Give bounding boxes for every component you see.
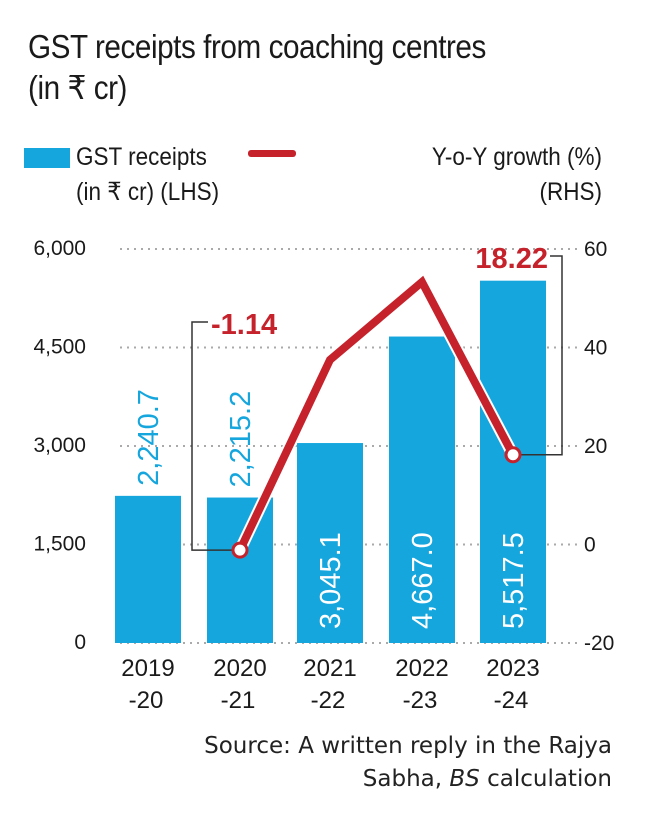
source-line1: Source: A written reply in the Rajya [204, 733, 612, 759]
right-tick-label: 60 [584, 238, 607, 261]
growth-line-path [236, 275, 517, 552]
legend-line-label-line1: Y-o-Y growth (%) [431, 143, 602, 171]
right-tick-label: 0 [584, 534, 596, 557]
bar [115, 495, 181, 643]
growth-point-marker [504, 446, 522, 464]
source-prefix: Sabha, [362, 766, 450, 792]
bar-value-label: 3,045.1 [315, 532, 347, 629]
source-suffix: calculation [479, 766, 612, 792]
bar-value-label: 4,667.0 [407, 532, 439, 629]
callout-leader [191, 321, 240, 551]
chart-title: GST receipts from coaching centres (in ₹… [28, 26, 486, 108]
legend-line-label: Y-o-Y growth (%) (RHS) [332, 140, 602, 210]
legend-bar-swatch [24, 148, 70, 168]
legend-line-swatch [248, 150, 296, 157]
right-tick-label: 20 [584, 435, 607, 458]
x-tick-label-suffix: -23 [403, 687, 438, 714]
growth-point-marker [231, 541, 249, 559]
bar [297, 443, 363, 643]
x-tick-label-suffix: -21 [221, 687, 256, 714]
legend-line-label-line2: (RHS) [539, 178, 602, 206]
x-tick-label-suffix: -22 [311, 687, 346, 714]
left-tick-label: 3,000 [33, 434, 86, 457]
source-note: Source: A written reply in the Rajya Sab… [112, 730, 612, 796]
right-axis-ticks: -20 0 20 40 60 [584, 238, 614, 655]
callout-label: 18.22 [475, 243, 548, 275]
bar [207, 497, 273, 643]
callout-label: -1.14 [211, 309, 277, 341]
chart-title-line1: GST receipts from coaching centres [28, 28, 486, 65]
legend-bar-label-line2: (in ₹ cr) (LHS) [76, 178, 220, 206]
bars: 2,240.7 2,215.2 3,045.1 4,667.0 5,517.5 [115, 280, 546, 643]
left-tick-label: 0 [74, 631, 86, 654]
x-tick-label-suffix: -20 [129, 687, 164, 714]
callouts: -1.14 18.22 [191, 243, 563, 551]
x-tick-label-year: 2021 [303, 655, 356, 682]
x-tick-label-year: 2019 [121, 655, 174, 682]
right-tick-label: -20 [584, 632, 614, 655]
growth-line [231, 272, 522, 559]
bar-value-label: 2,240.7 [133, 389, 165, 486]
x-axis-labels: 2019 -20 2020 -21 2021 -22 2022 -23 2023 -24 [121, 655, 539, 714]
x-tick-label-year: 2020 [213, 655, 266, 682]
legend-bar-label-line1: GST receipts [76, 143, 207, 171]
right-tick-label: 40 [584, 337, 607, 360]
source-line2: Sabha, BS calculation [363, 766, 612, 792]
x-tick-label-suffix: -24 [494, 687, 529, 714]
left-tick-label: 4,500 [33, 336, 86, 359]
left-tick-label: 1,500 [33, 533, 86, 556]
bar [389, 336, 455, 643]
left-axis-ticks: 0 1,500 3,000 4,500 6,000 [33, 237, 86, 654]
left-tick-label: 6,000 [33, 237, 86, 260]
legend-bar-label: GST receipts (in ₹ cr) (LHS) [76, 140, 219, 210]
source-italic: BS [449, 766, 480, 792]
bar-value-label: 2,215.2 [225, 391, 257, 488]
x-tick-label-year: 2022 [395, 655, 448, 682]
chart-title-line2: (in ₹ cr) [28, 69, 127, 106]
callout-leader [513, 255, 563, 456]
x-tick-label-year: 2023 [486, 655, 539, 682]
bar-value-label: 5,517.5 [498, 532, 530, 629]
